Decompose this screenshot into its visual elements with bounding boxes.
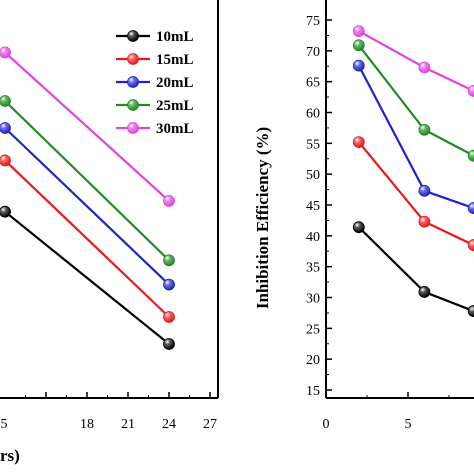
right-series-point-30mL: [352, 25, 365, 38]
left-series-point-30mL: [163, 194, 175, 207]
right-y-axis-title: Inhibition Efficiency (%): [253, 127, 272, 309]
left-series-line-20mL: [4, 127, 170, 286]
right-series-point-25mL: [467, 149, 474, 162]
right-series-point-15mL: [352, 136, 365, 149]
right-y-tick-label: 70: [306, 45, 320, 60]
left-series-point-10mL: [0, 205, 11, 218]
right-series-point-20mL: [418, 184, 431, 197]
left-series-line-15mL: [4, 159, 170, 318]
right-series-line-20mL: [357, 65, 474, 210]
right-series-line-15mL: [357, 141, 474, 247]
left-series-point-20mL: [0, 122, 11, 134]
right-y-tick-label: 20: [306, 353, 320, 368]
right-series-point-15mL: [467, 239, 474, 251]
legend-label-30mL: 30mL: [156, 121, 194, 137]
right-y-tick-label: 35: [306, 261, 320, 276]
left-chart: 5 18 21 24 27 rs) 10mL 15mL 20mL 25mL 30mL: [0, 0, 219, 465]
legend-label-20mL: 20mL: [156, 75, 194, 91]
right-series-point-10mL: [418, 286, 431, 298]
right-series-point-30mL: [418, 61, 431, 74]
left-series-point-25mL: [163, 254, 175, 267]
right-y-tick-label: 30: [306, 292, 320, 307]
left-series-point-10mL: [163, 338, 175, 350]
left-series-line-30mL: [4, 51, 170, 202]
left-series-point-25mL: [0, 95, 11, 107]
legend-label-10mL: 10mL: [156, 29, 194, 45]
left-series-point-15mL: [0, 154, 11, 167]
legend-marker-25mL: [127, 99, 139, 111]
left-series-line-10mL: [4, 210, 170, 345]
right-chart: 15 20 25 30 35 40 45 50 55 60 65 70 75 0 5 Inhibition …: [253, 0, 474, 432]
legend-marker-15mL: [127, 53, 139, 65]
legend: 10mL 15mL 20mL 25mL 30mL: [116, 29, 194, 137]
left-x-tick-label: 24: [162, 417, 176, 432]
right-series-point-20mL: [352, 59, 365, 72]
right-x-tick-label: 5: [405, 417, 412, 432]
right-y-tick-label: 45: [306, 199, 320, 214]
legend-label-15mL: 15mL: [156, 52, 194, 68]
left-series-line-25mL: [4, 100, 170, 262]
right-series-point-25mL: [418, 123, 431, 136]
right-series-point-20mL: [467, 202, 474, 214]
right-y-tick-label: 60: [306, 107, 320, 122]
right-series-line-10mL: [358, 226, 474, 313]
right-y-tick-label: 40: [306, 230, 320, 245]
right-y-tick-label: 25: [306, 322, 320, 337]
left-series-point-15mL: [163, 311, 175, 323]
left-x-tick-label: 18: [80, 417, 94, 432]
right-y-tick-label: 65: [306, 76, 320, 91]
right-x-tick-label: 0: [323, 417, 330, 432]
right-y-tick-label: 15: [306, 384, 320, 399]
right-series-line-30mL: [358, 30, 474, 92]
right-series-point-25mL: [352, 39, 365, 52]
left-series-point-30mL: [0, 46, 11, 59]
left-x-tick-label: 27: [203, 417, 217, 432]
left-x-tick-label: 5: [1, 417, 8, 432]
right-series-point-30mL: [467, 85, 474, 97]
legend-marker-30mL: [127, 122, 139, 134]
legend-label-25mL: 25mL: [156, 98, 194, 114]
right-series-point-10mL: [352, 221, 365, 234]
right-y-tick-label: 55: [306, 137, 320, 152]
legend-marker-10mL: [127, 30, 139, 42]
left-series-point-20mL: [163, 278, 175, 291]
legend-marker-20mL: [127, 76, 139, 88]
right-y-tick-label: 75: [306, 14, 320, 29]
right-y-tick-label: 50: [306, 168, 320, 183]
right-series-point-15mL: [418, 215, 431, 228]
left-x-tick-label: 21: [121, 417, 135, 432]
right-series-point-10mL: [467, 305, 474, 317]
left-x-axis-title-fragment: rs): [0, 446, 20, 465]
